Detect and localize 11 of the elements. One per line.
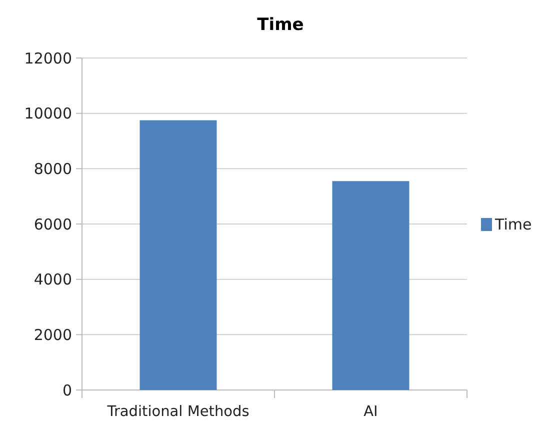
- y-tick-label: 4000: [34, 270, 72, 289]
- y-tick-label: 2000: [34, 326, 72, 344]
- chart-title: Time: [257, 15, 304, 35]
- y-tick-label: 10000: [24, 104, 72, 123]
- y-tick-label: 8000: [34, 160, 72, 178]
- legend-label: Time: [494, 215, 532, 234]
- y-tick-label: 12000: [24, 49, 72, 68]
- y-tick-label: 6000: [34, 215, 72, 234]
- y-tick-label: 0: [62, 381, 72, 400]
- x-tick-label: AI: [364, 404, 378, 420]
- x-tick-label: Traditional Methods: [106, 404, 250, 420]
